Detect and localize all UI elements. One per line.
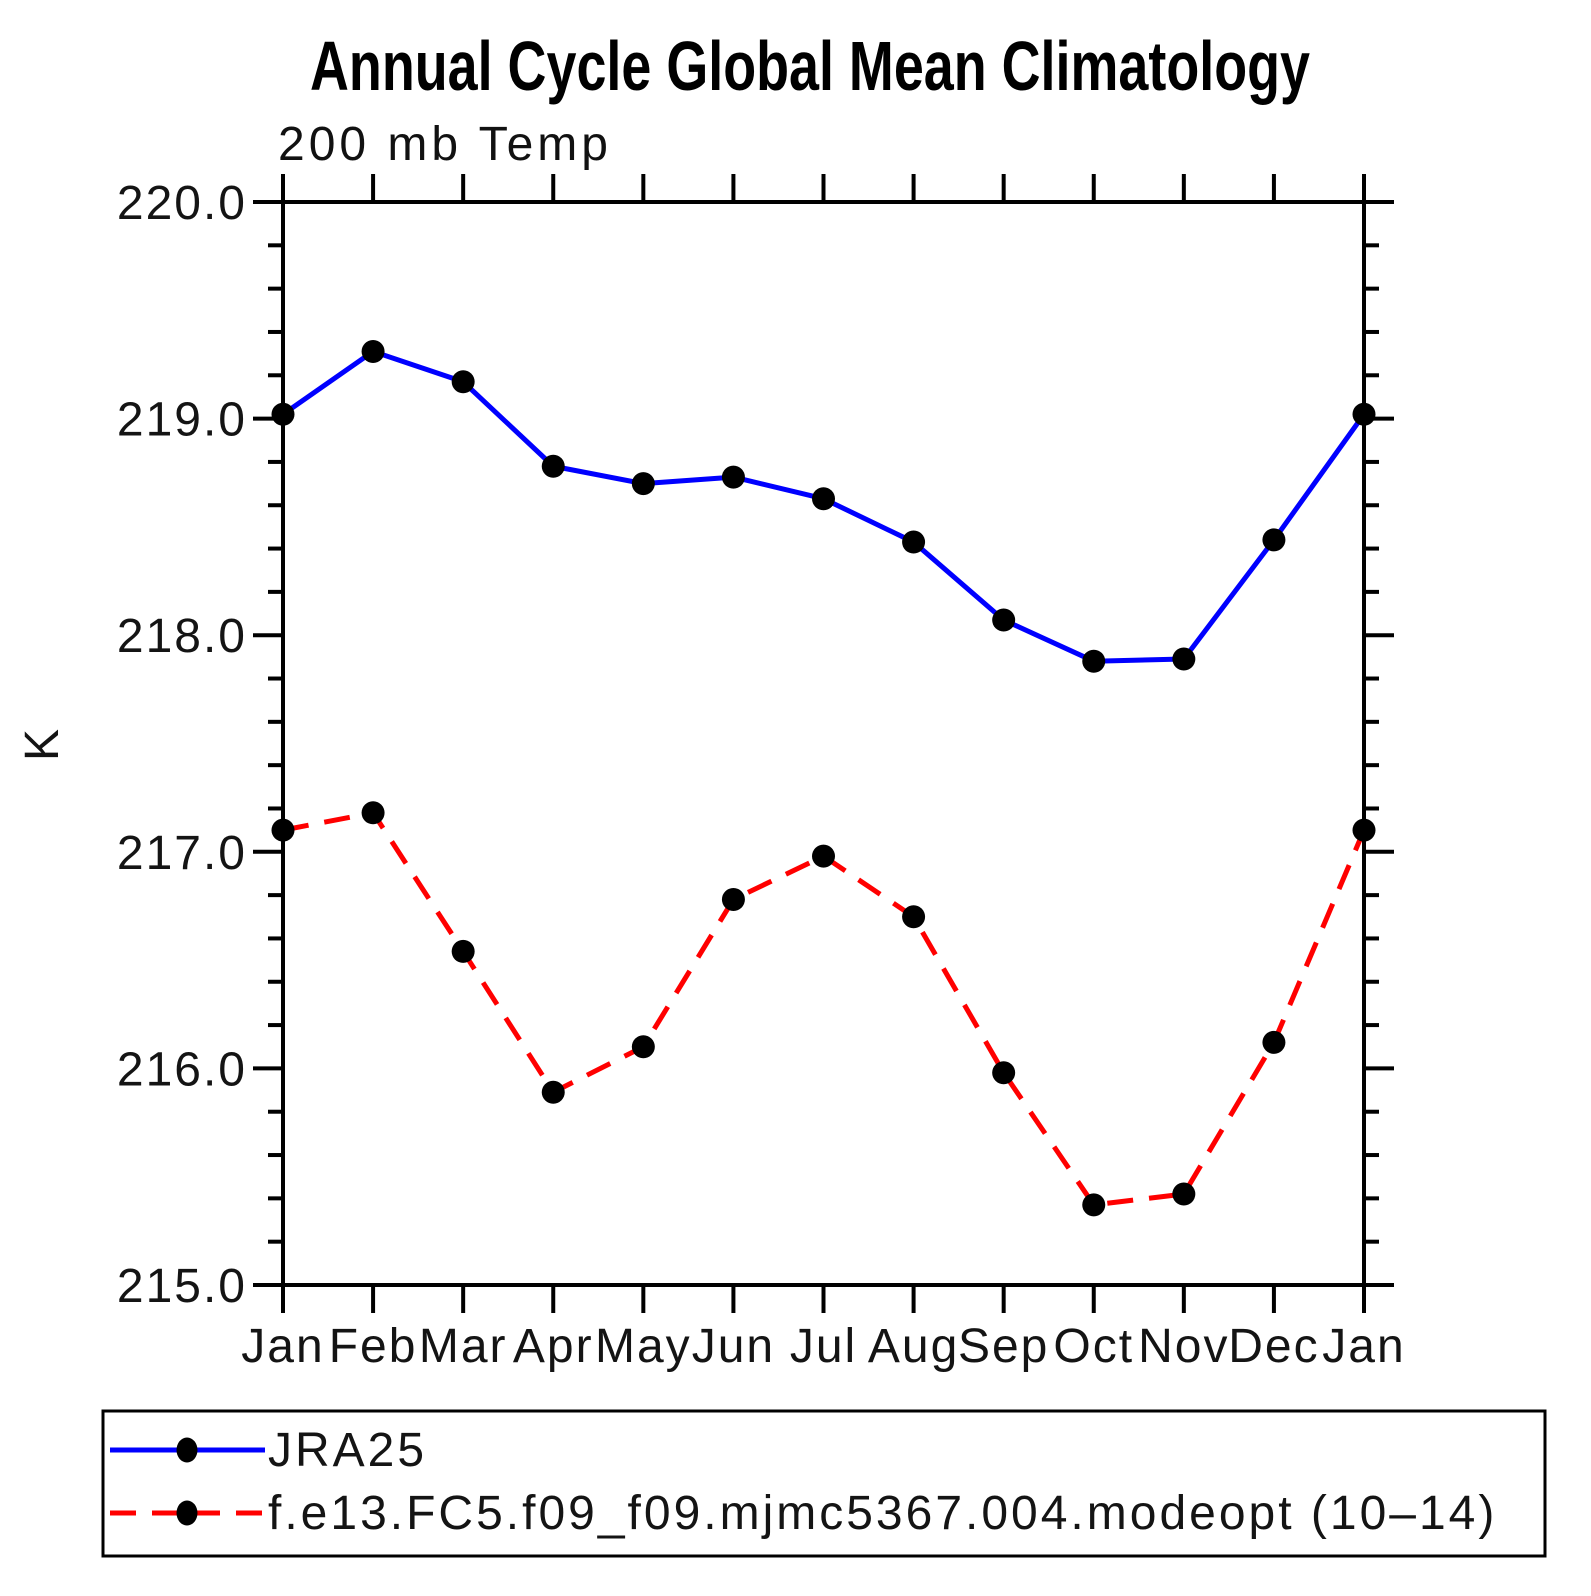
legend-marker-1	[176, 1437, 198, 1463]
y-tick-label: 218.0	[117, 610, 247, 663]
data-point-marker-series-1	[631, 472, 655, 496]
x-tick-label: Jul	[790, 1320, 857, 1373]
data-point-marker-series-2	[1172, 1182, 1196, 1206]
x-tick-label: Sep	[958, 1320, 1049, 1373]
x-tick-label: Oct	[1053, 1320, 1134, 1373]
legend-entry-label-2: f.e13.FC5.f09_f09.mjmc5367.004.modeopt (…	[268, 1487, 1497, 1540]
x-tick-label: Dec	[1228, 1320, 1319, 1373]
x-tick-label: Aug	[868, 1320, 959, 1373]
legend-box	[101, 1409, 1547, 1558]
data-point-marker-series-2	[902, 905, 926, 929]
y-tick-label: 215.0	[117, 1260, 247, 1313]
data-point-marker-series-1	[992, 608, 1016, 632]
data-point-marker-series-1	[451, 370, 475, 394]
data-point-marker-series-2	[541, 1080, 565, 1104]
x-tick-label: Jan	[241, 1320, 324, 1373]
data-point-marker-series-1	[1352, 402, 1376, 426]
data-point-marker-series-1	[541, 454, 565, 478]
data-point-marker-series-1	[812, 487, 835, 511]
x-tick-label: Mar	[419, 1320, 508, 1373]
x-tick-label: Nov	[1138, 1320, 1229, 1373]
data-point-marker-series-1	[1172, 647, 1196, 671]
data-point-marker-series-2	[1082, 1193, 1106, 1217]
data-point-marker-series-2	[451, 939, 475, 963]
y-tick-label: 216.0	[117, 1043, 247, 1096]
data-point-marker-series-1	[1082, 649, 1106, 673]
y-tick-label: 220.0	[117, 177, 247, 230]
data-point-marker-series-2	[1262, 1030, 1286, 1054]
y-tick-label: 217.0	[117, 827, 247, 880]
legend-marker-2	[176, 1500, 198, 1526]
data-point-marker-series-2	[1352, 818, 1376, 842]
data-point-marker-series-1	[1262, 528, 1286, 552]
y-tick-label: 219.0	[117, 394, 247, 447]
data-point-marker-series-1	[271, 402, 295, 426]
chart-subtitle: 200 mb Temp	[278, 118, 612, 171]
data-point-marker-series-2	[721, 887, 745, 911]
series-line-2	[282, 810, 1367, 1208]
data-point-marker-series-1	[902, 530, 926, 554]
y-axis-title: K	[16, 727, 69, 761]
plot-frame	[281, 200, 1366, 1287]
x-tick-label: Feb	[329, 1320, 418, 1373]
data-point-marker-series-1	[361, 339, 385, 363]
data-point-marker-series-1	[721, 465, 745, 489]
series-layer	[271, 339, 1376, 1217]
data-point-marker-series-2	[271, 818, 295, 842]
legend-entry-label-1: JRA25	[268, 1424, 427, 1477]
legend: JRA25 f.e13.FC5.f09_f09.mjmc5367.004.mode…	[101, 1409, 1547, 1558]
data-point-marker-series-2	[631, 1035, 655, 1059]
x-tick-label: Apr	[513, 1320, 594, 1373]
x-tick-label: Jan	[1322, 1320, 1405, 1373]
data-point-marker-series-2	[812, 844, 835, 868]
x-tick-label: Jun	[692, 1320, 775, 1373]
data-point-marker-series-2	[992, 1061, 1016, 1085]
y-tick-labels: 215.0 216.0 217.0 218.0 219.0 220.0	[117, 177, 247, 1313]
axes-frame	[253, 174, 1394, 1313]
data-point-marker-series-2	[361, 801, 385, 825]
chart-title: Annual Cycle Global Mean Climatology	[310, 27, 1310, 105]
x-tick-label: May	[595, 1320, 692, 1373]
